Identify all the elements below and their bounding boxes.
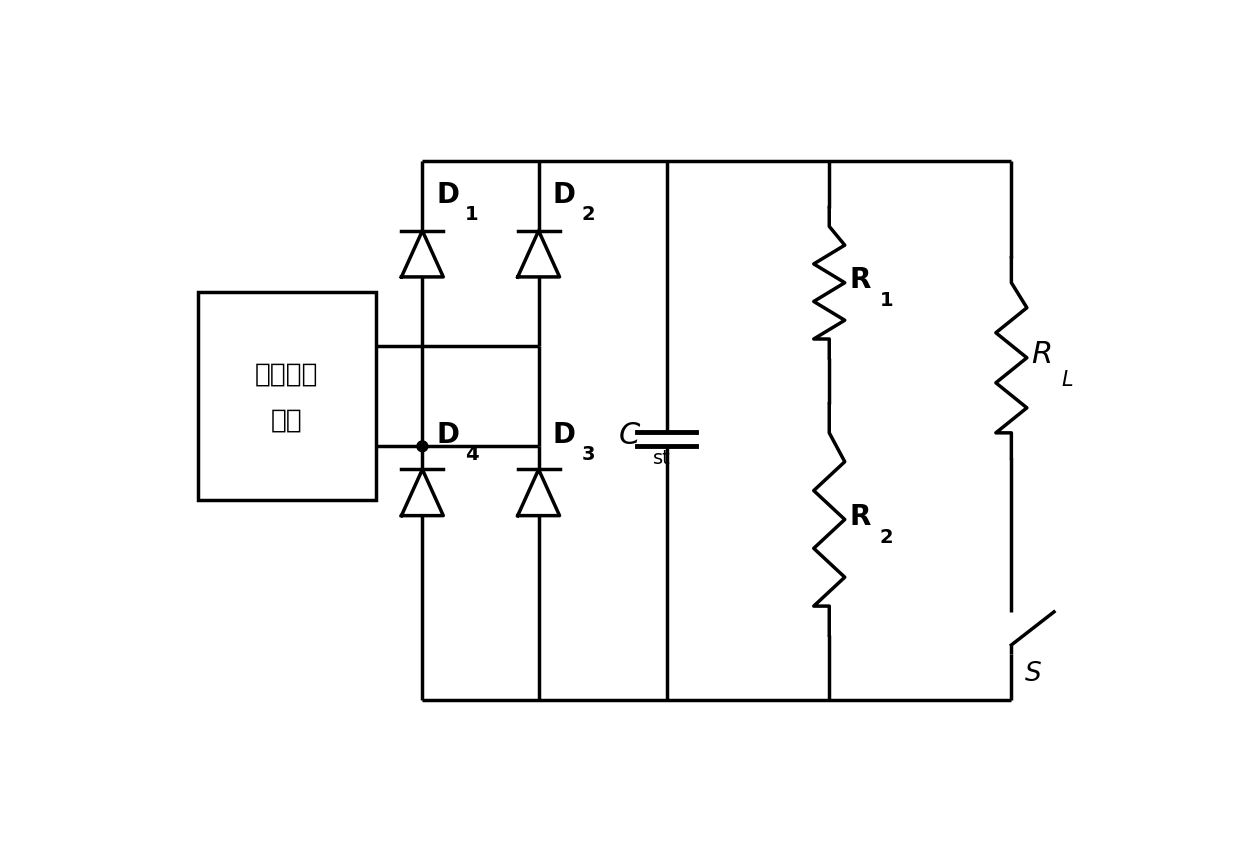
Text: 2: 2 [879,527,893,546]
Text: D: D [436,181,459,209]
Text: 1: 1 [879,291,893,310]
Text: st: st [652,449,671,468]
Text: R: R [849,266,870,293]
Text: D: D [553,420,575,448]
Text: 1: 1 [465,204,479,224]
Text: D: D [436,420,459,448]
Text: R: R [1032,340,1053,369]
Text: 阵列: 阵列 [270,407,303,433]
Text: 2: 2 [582,204,595,224]
Text: 全部线圈: 全部线圈 [255,360,319,387]
Text: R: R [849,502,870,530]
Text: S: S [1025,660,1042,687]
Text: C: C [619,421,640,450]
Text: L: L [1061,370,1073,390]
Text: D: D [553,181,575,209]
Bar [197,293,376,501]
Text: 4: 4 [465,445,479,463]
Text: 3: 3 [582,445,595,463]
Circle shape [417,441,428,452]
